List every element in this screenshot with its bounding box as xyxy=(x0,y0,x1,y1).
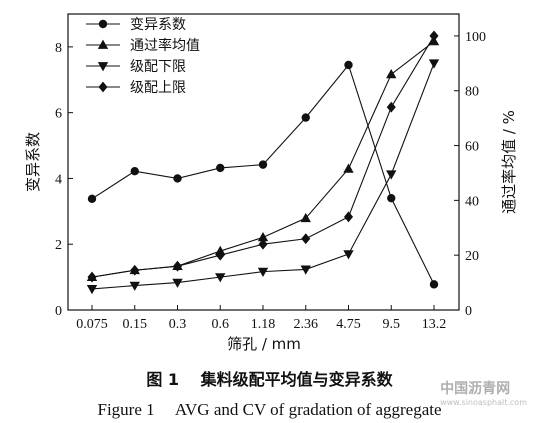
data-point xyxy=(386,68,397,79)
data-point xyxy=(301,233,311,245)
data-point xyxy=(257,267,269,277)
data-point xyxy=(172,260,183,272)
data-point xyxy=(216,163,225,173)
data-point xyxy=(258,160,268,169)
data-point xyxy=(129,281,140,291)
right-tick-label: 40 xyxy=(465,194,479,209)
legend-item-cv: 变异系数 xyxy=(86,17,186,33)
data-point xyxy=(87,271,97,283)
x-tick-label: 0.075 xyxy=(76,317,108,332)
data-point xyxy=(215,249,225,261)
data-point xyxy=(300,212,311,223)
data-point xyxy=(343,211,354,223)
data-point xyxy=(172,278,183,288)
right-tick-label: 80 xyxy=(465,85,479,100)
x-tick-label: 1.18 xyxy=(251,317,276,332)
legend-label: 级配上限 xyxy=(130,80,186,96)
left-tick-label: 0 xyxy=(55,304,62,319)
right-tick-label: 20 xyxy=(465,249,479,264)
series-layer xyxy=(86,30,440,295)
left-tick-label: 2 xyxy=(55,238,62,253)
figure-caption-chinese: 图 1 集料级配平均值与变异系数 xyxy=(146,370,393,389)
legend-item-upper: 级配上限 xyxy=(86,80,186,96)
data-point xyxy=(344,60,353,70)
legend-marker xyxy=(97,39,109,49)
x-tick-label: 0.6 xyxy=(212,317,230,332)
right-axis: 0 20 40 60 80 100 xyxy=(454,30,486,319)
x-tick-label: 4.75 xyxy=(336,317,361,332)
chart: 0 2 4 6 8 0 20 40 60 80 100 0.075 0.15 0.3 0.6 1.18 2.… xyxy=(24,13,518,353)
data-point xyxy=(215,273,226,283)
series-cv xyxy=(87,60,439,289)
right-tick-label: 0 xyxy=(465,304,472,319)
right-tick-label: 60 xyxy=(465,140,479,155)
data-point xyxy=(387,193,396,203)
data-point xyxy=(343,163,354,173)
data-point xyxy=(386,101,396,113)
legend-marker xyxy=(98,19,108,29)
data-point xyxy=(429,280,439,289)
x-tick-label: 0.15 xyxy=(123,317,148,332)
data-point xyxy=(429,30,439,42)
x-axis: 0.075 0.15 0.3 0.6 1.18 2.36 4.75 9.5 13.2 xyxy=(76,305,446,332)
data-point xyxy=(130,264,140,276)
left-tick-label: 6 xyxy=(55,107,62,122)
figure-caption-english: Figure 1 AVG and CV of gradation of aggr… xyxy=(97,400,442,419)
legend-label: 通过率均值 xyxy=(130,37,200,54)
x-axis-title: 筛孔 / mm xyxy=(227,335,301,353)
left-axis-title: 变异系数 xyxy=(24,132,42,192)
series-line xyxy=(91,63,435,290)
legend-item-lower: 级配下限 xyxy=(86,59,186,75)
right-axis-title: 通过率均值 / % xyxy=(500,110,518,214)
data-point xyxy=(130,167,139,176)
x-tick-label: 2.36 xyxy=(294,317,319,332)
left-tick-label: 4 xyxy=(55,172,62,187)
x-tick-label: 9.5 xyxy=(383,317,401,332)
left-tick-label: 8 xyxy=(55,41,62,56)
data-point xyxy=(301,113,310,122)
watermark-url: www.sinoasphalt.com xyxy=(440,398,527,407)
legend-item-avg: 通过率均值 xyxy=(86,37,200,54)
series-lower xyxy=(86,59,440,295)
series-upper xyxy=(87,30,439,283)
data-point xyxy=(343,250,354,260)
watermark-text: 中国沥青网 xyxy=(440,381,511,397)
data-point xyxy=(386,170,397,180)
x-tick-label: 0.3 xyxy=(169,317,187,332)
legend-marker xyxy=(97,62,109,72)
data-point xyxy=(87,194,97,204)
data-point xyxy=(300,265,311,275)
data-point xyxy=(173,174,182,183)
data-point xyxy=(86,284,98,295)
legend-label: 级配下限 xyxy=(130,59,186,75)
data-point xyxy=(258,238,268,250)
data-point xyxy=(428,59,440,69)
legend-label: 变异系数 xyxy=(130,17,186,33)
watermark: 中国沥青网 www.sinoasphalt.com xyxy=(440,378,527,407)
right-tick-label: 100 xyxy=(465,30,486,45)
series-line xyxy=(91,63,435,285)
left-axis: 0 2 4 6 8 xyxy=(55,41,73,319)
x-tick-label: 13.2 xyxy=(422,317,447,332)
legend-marker xyxy=(98,81,108,93)
